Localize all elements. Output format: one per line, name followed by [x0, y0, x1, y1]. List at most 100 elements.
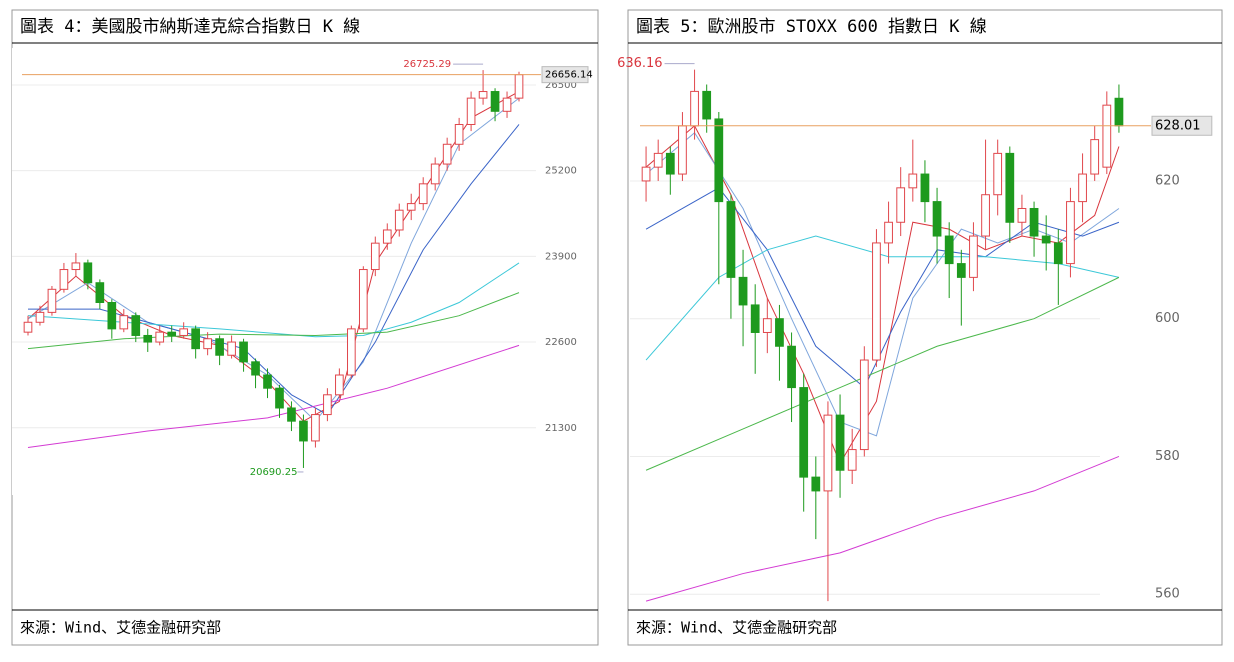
y-tick-label: 560: [1155, 587, 1180, 602]
candle-body: [311, 414, 320, 442]
y-tick-label: 25200: [545, 166, 577, 177]
last-price-label: 26656.14: [545, 70, 593, 81]
y-tick-label: 26500: [545, 80, 577, 91]
candle-body: [908, 173, 918, 189]
candle-body: [678, 125, 687, 175]
candle-body: [750, 304, 760, 333]
candle-body: [920, 173, 930, 203]
y-tick-label: 600: [1155, 311, 1180, 326]
candle-body: [215, 338, 224, 356]
min-label: 20690.25: [250, 467, 298, 478]
candle-body: [1005, 152, 1015, 223]
candle-body: [47, 288, 57, 313]
candle-body: [738, 276, 748, 306]
candle-body: [944, 235, 954, 265]
ma-line: [27, 344, 520, 449]
y-tick-label: 22600: [545, 337, 577, 348]
candle-body: [382, 229, 392, 244]
candle-body: [370, 242, 380, 271]
candle-body: [811, 476, 821, 492]
candle-body: [1078, 173, 1087, 203]
max-label: 636.16: [617, 56, 663, 71]
candle-body: [191, 328, 200, 350]
candle-body: [1017, 207, 1027, 223]
candle-body: [847, 449, 857, 471]
candle-body: [299, 420, 308, 442]
candle-body: [275, 387, 284, 409]
candle-body: [35, 311, 45, 323]
candle-body: [1114, 97, 1124, 127]
source-note: 來源：Wind、艾德金融研究部: [20, 619, 221, 637]
candle-body: [119, 315, 129, 330]
last-price-box: [541, 66, 589, 84]
candle-body: [859, 359, 869, 451]
candle-body: [1041, 235, 1051, 244]
candle-body: [71, 262, 81, 271]
ma-line: [645, 276, 1120, 471]
candle-body: [956, 263, 966, 278]
candle-body: [1066, 201, 1075, 265]
ma-line: [645, 455, 1120, 602]
figure-title: 圖表 5：歐洲股市 STOXX 600 指數日 K 線: [636, 17, 987, 37]
candle-body: [478, 91, 488, 99]
candle-body: [726, 201, 736, 278]
source-note: 來源：Wind、艾德金融研究部: [636, 619, 837, 637]
candle-body: [227, 341, 236, 356]
figure-title: 圖表 4：美國股市納斯達克綜合指數日 K 線: [20, 17, 360, 37]
candle-body: [23, 321, 33, 333]
candle-body: [59, 269, 69, 290]
candle-body: [884, 221, 893, 244]
candle-body: [1090, 139, 1100, 175]
panel-frame: [627, 9, 1223, 646]
candle-body: [155, 331, 165, 343]
candle-body: [1029, 207, 1039, 237]
candle-body: [131, 315, 141, 336]
candle-body: [775, 318, 784, 347]
candle-body: [251, 361, 260, 376]
candle-body: [83, 262, 93, 284]
candle-body: [641, 166, 651, 182]
candle-body: [323, 394, 332, 416]
candle-body: [430, 163, 440, 185]
candle-body: [1102, 104, 1112, 168]
plot-area: [12, 48, 586, 495]
candle-body: [167, 331, 177, 336]
candle-body: [969, 235, 978, 278]
candle-body: [239, 341, 248, 363]
candle-body: [932, 201, 942, 237]
candle-body: [702, 90, 712, 120]
candle-body: [835, 414, 845, 471]
plot-area: [630, 46, 1150, 608]
last-price-box: [1151, 115, 1213, 136]
candle-body: [490, 91, 500, 112]
candle-body: [394, 209, 404, 231]
candle-body: [799, 387, 809, 478]
candle-body: [514, 74, 524, 99]
candle-body: [263, 374, 272, 389]
candle-body: [143, 334, 153, 343]
candle-body: [1053, 242, 1063, 265]
candle-body: [358, 269, 368, 330]
candle-body: [714, 118, 724, 203]
candle-body: [896, 187, 906, 223]
ma-line: [645, 131, 1120, 437]
candle-body: [287, 407, 296, 422]
y-tick-label: 23900: [545, 251, 577, 262]
candle-body: [466, 97, 476, 125]
candle-body: [454, 123, 464, 145]
candle-body: [107, 301, 117, 330]
candle-body: [653, 152, 663, 168]
candle-body: [823, 414, 833, 492]
candle-body: [690, 90, 699, 127]
candle-body: [418, 183, 428, 205]
candle-body: [993, 152, 1003, 196]
candle-body: [981, 194, 990, 237]
candle-body: [179, 328, 189, 336]
ma-line: [645, 187, 1120, 389]
y-tick-label: 21300: [545, 423, 577, 434]
candle-body: [762, 318, 772, 333]
candle-body: [406, 203, 416, 211]
candle-body: [203, 338, 212, 350]
